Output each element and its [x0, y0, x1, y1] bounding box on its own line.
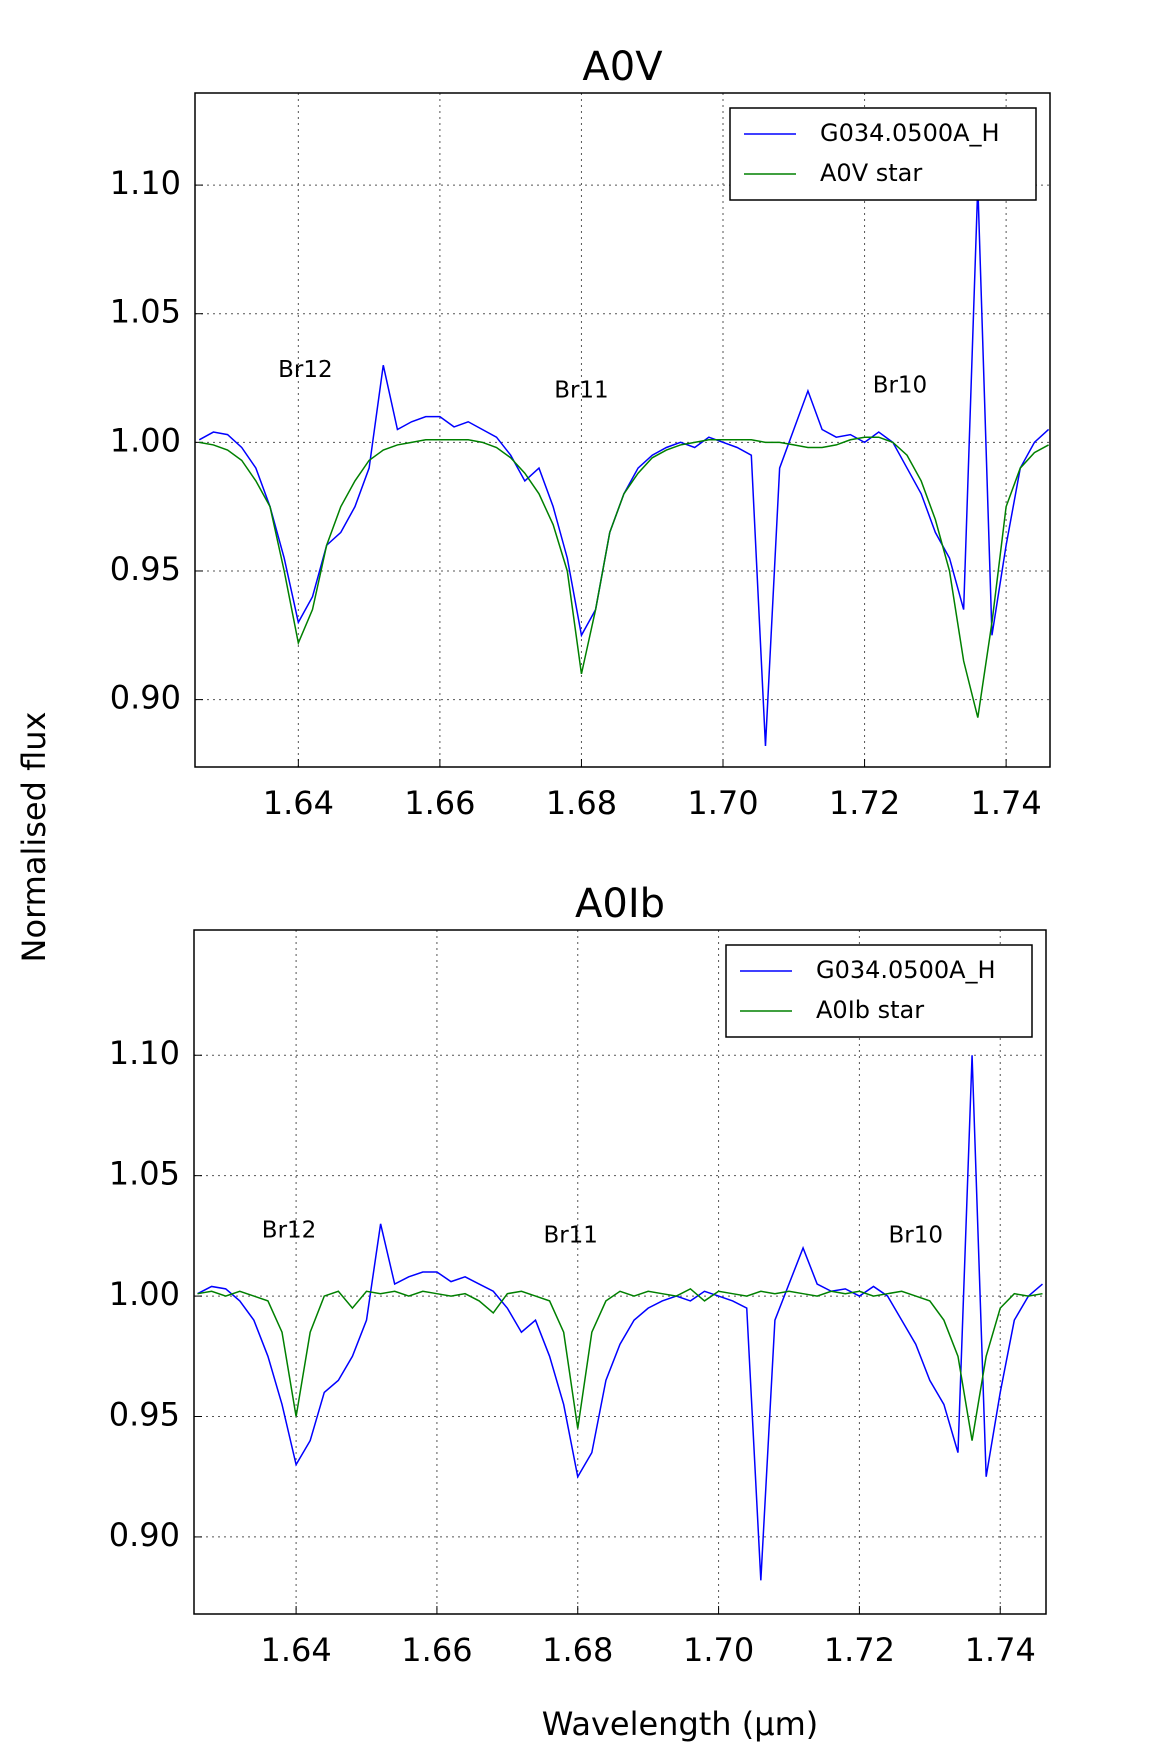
legend-label: G034.0500A_H [820, 119, 1000, 147]
chart-title: A0Ib [575, 881, 665, 927]
annotation: Br10 [873, 372, 928, 398]
legend-label: A0Ib star [816, 996, 924, 1024]
x-tick-label: 1.66 [404, 784, 475, 822]
y-tick-label: 0.95 [109, 1396, 180, 1434]
x-tick-label: 1.64 [263, 784, 334, 822]
y-tick-label: 1.05 [110, 293, 181, 331]
annotation: Br12 [278, 357, 333, 383]
y-tick-label: 1.10 [110, 164, 181, 202]
legend-box [725, 944, 1033, 1038]
chart-title: A0V [582, 44, 663, 90]
legend-label: A0V star [820, 159, 922, 187]
y-tick-label: 1.00 [110, 421, 181, 459]
y-tick-label: 0.95 [110, 550, 181, 588]
y-axis-label: Normalised flux [15, 712, 53, 963]
series-line [197, 1055, 1043, 1581]
x-tick-label: 1.70 [687, 784, 758, 822]
y-tick-label: 1.10 [109, 1034, 180, 1072]
x-tick-label: 1.72 [829, 784, 900, 822]
plot-frame [193, 929, 1047, 1615]
y-tick-label: 0.90 [110, 679, 181, 717]
series-line [199, 436, 1049, 718]
legend-label: G034.0500A_H [816, 956, 996, 984]
annotation: Br11 [554, 377, 609, 403]
legend-box [729, 107, 1037, 201]
x-tick-label: 1.64 [260, 1631, 331, 1669]
annotation: Br12 [262, 1218, 317, 1244]
plot-frame [194, 92, 1051, 768]
y-tick-label: 1.00 [109, 1275, 180, 1313]
annotation: Br10 [888, 1222, 943, 1248]
x-tick-label: 1.68 [542, 1631, 613, 1669]
x-tick-label: 1.72 [824, 1631, 895, 1669]
x-tick-label: 1.68 [546, 784, 617, 822]
y-tick-label: 0.90 [109, 1516, 180, 1554]
x-tick-label: 1.66 [401, 1631, 472, 1669]
x-tick-label: 1.74 [970, 784, 1041, 822]
x-tick-label: 1.70 [683, 1631, 754, 1669]
series-line [197, 1287, 1043, 1441]
annotation: Br11 [543, 1222, 598, 1248]
x-axis-label: Wavelength (µm) [542, 1705, 819, 1743]
y-tick-label: 1.05 [109, 1155, 180, 1193]
x-tick-label: 1.74 [965, 1631, 1036, 1669]
